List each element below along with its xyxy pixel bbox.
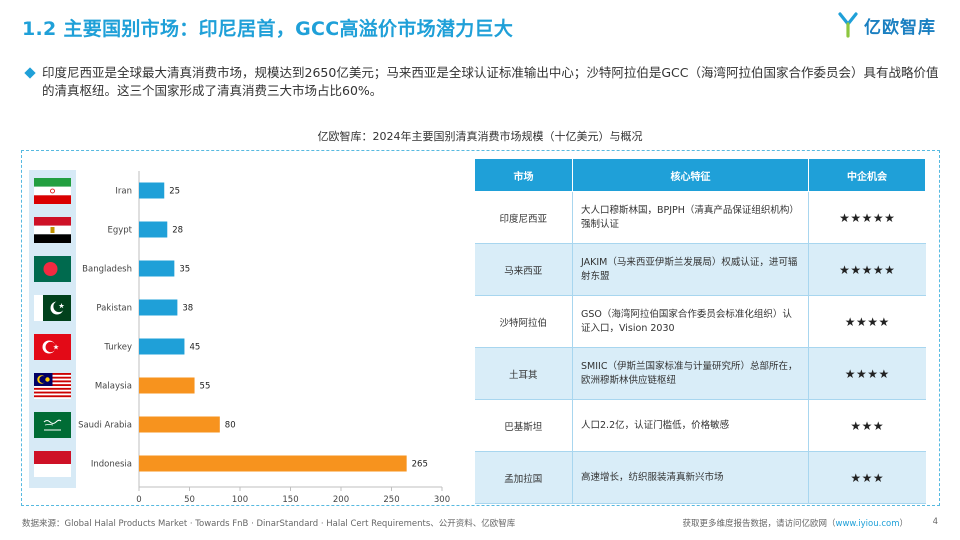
bar-value-label: 45 bbox=[189, 343, 200, 353]
bar bbox=[139, 299, 178, 316]
flag-column bbox=[29, 170, 76, 488]
x-tick-label: 250 bbox=[383, 495, 399, 502]
cell-rating: ★★★★★ bbox=[808, 243, 926, 296]
bar-value-label: 55 bbox=[200, 382, 211, 392]
bar-category-label: Egypt bbox=[107, 226, 132, 236]
x-tick-label: 300 bbox=[434, 495, 450, 502]
table-row: 孟加拉国 高速增长，纺织服装清真新兴市场 ★★★ bbox=[474, 451, 926, 504]
page-number: 4 bbox=[932, 517, 938, 527]
bar bbox=[139, 221, 168, 238]
x-tick-label: 0 bbox=[136, 495, 141, 502]
table-row: 印度尼西亚 大人口穆斯林国，BPJPH（清真产品保证组织机构）强制认证 ★★★★… bbox=[474, 191, 926, 244]
table-row: 沙特阿拉伯 GSO（海湾阿拉伯国家合作委员会标准化组织）认证入口，Vision … bbox=[474, 295, 926, 348]
iran-flag bbox=[34, 178, 71, 204]
page-title: 1.2 主要国别市场：印尼居首，GCC高溢价市场潜力巨大 bbox=[22, 18, 514, 40]
content-frame bbox=[21, 150, 940, 506]
bar-category-label: Malaysia bbox=[95, 382, 132, 392]
table-row: 马来西亚 JAKIM（马来西亚伊斯兰发展局）权威认证，进可辐射东盟 ★★★★★ bbox=[474, 243, 926, 296]
cell-market: 马来西亚 bbox=[474, 243, 573, 296]
bar-category-label: Pakistan bbox=[96, 304, 132, 314]
cell-feature: JAKIM（马来西亚伊斯兰发展局）权威认证，进可辐射东盟 bbox=[572, 243, 809, 296]
cell-feature: 人口2.2亿，认证门槛低，价格敏感 bbox=[572, 399, 809, 452]
cell-market: 孟加拉国 bbox=[474, 451, 573, 504]
intro-bullet: 印度尼西亚是全球最大清真消费市场，规模达到2650亿美元；马来西亚是全球认证标准… bbox=[24, 64, 940, 100]
bar-category-label: Turkey bbox=[103, 343, 132, 353]
cta-suffix: ） bbox=[899, 519, 908, 529]
bar-value-label: 28 bbox=[172, 226, 183, 236]
bar bbox=[139, 260, 175, 277]
header-market: 市场 bbox=[474, 158, 573, 192]
cell-feature: 高速增长，纺织服装清真新兴市场 bbox=[572, 451, 809, 504]
bar-value-label: 265 bbox=[412, 460, 428, 470]
bar-category-label: Bangladesh bbox=[82, 265, 132, 275]
indonesia-flag bbox=[34, 451, 71, 477]
cell-market: 巴基斯坦 bbox=[474, 399, 573, 452]
table-row: 土耳其 SMIIC（伊斯兰国家标准与计量研究所）总部所在，欧洲穆斯林供应链枢纽 … bbox=[474, 347, 926, 400]
malaysia-flag bbox=[34, 373, 71, 399]
bar-category-label: Indonesia bbox=[91, 460, 132, 470]
table-header-row: 市场 核心特征 中企机会 bbox=[474, 158, 926, 192]
cell-market: 土耳其 bbox=[474, 347, 573, 400]
logo-icon bbox=[838, 12, 858, 38]
x-tick-label: 100 bbox=[232, 495, 248, 502]
cell-rating: ★★★★★ bbox=[808, 191, 926, 244]
header-opportunity: 中企机会 bbox=[808, 158, 926, 192]
x-tick-label: 150 bbox=[282, 495, 298, 502]
egypt-flag bbox=[34, 217, 71, 243]
table-row: 巴基斯坦 人口2.2亿，认证门槛低，价格敏感 ★★★ bbox=[474, 399, 926, 452]
bar bbox=[139, 455, 407, 472]
data-source: 数据来源：Global Halal Products Market · Towa… bbox=[22, 519, 516, 529]
chart-title: 亿欧智库：2024年主要国别清真消费市场规模（十亿美元）与概况 bbox=[317, 130, 643, 143]
cell-rating: ★★★★ bbox=[808, 347, 926, 400]
x-tick-label: 200 bbox=[333, 495, 349, 502]
cell-feature: 大人口穆斯林国，BPJPH（清真产品保证组织机构）强制认证 bbox=[572, 191, 809, 244]
x-tick-label: 50 bbox=[184, 495, 195, 502]
bar-category-label: Saudi Arabia bbox=[78, 421, 132, 431]
bar bbox=[139, 338, 185, 355]
logo-text: 亿欧智库 bbox=[864, 17, 936, 38]
cell-rating: ★★★ bbox=[808, 451, 926, 504]
cell-feature: GSO（海湾阿拉伯国家合作委员会标准化组织）认证入口，Vision 2030 bbox=[572, 295, 809, 348]
bar-value-label: 25 bbox=[169, 187, 180, 197]
bangladesh-flag bbox=[34, 256, 71, 282]
cell-market: 印度尼西亚 bbox=[474, 191, 573, 244]
turkey-flag bbox=[34, 334, 71, 360]
cta-prefix: 获取更多维度报告数据，请访问亿欧网（ bbox=[682, 519, 836, 529]
bar bbox=[139, 416, 220, 433]
bar bbox=[139, 182, 165, 199]
bar-value-label: 80 bbox=[225, 421, 236, 431]
intro-text: 印度尼西亚是全球最大清真消费市场，规模达到2650亿美元；马来西亚是全球认证标准… bbox=[42, 65, 939, 98]
market-table: 市场 核心特征 中企机会 印度尼西亚 大人口穆斯林国，BPJPH（清真产品保证组… bbox=[474, 158, 926, 504]
brand-logo: 亿欧智库 bbox=[838, 12, 936, 38]
cell-feature: SMIIC（伊斯兰国家标准与计量研究所）总部所在，欧洲穆斯林供应链枢纽 bbox=[572, 347, 809, 400]
pakistan-flag bbox=[34, 295, 71, 321]
cell-rating: ★★★ bbox=[808, 399, 926, 452]
saudi-arabia-flag bbox=[34, 412, 71, 438]
bar bbox=[139, 377, 195, 394]
website-link[interactable]: www.iyiou.com bbox=[835, 519, 900, 529]
cell-rating: ★★★★ bbox=[808, 295, 926, 348]
bar-chart: Iran 25 Egypt 28 Bangladesh 35 Pakistan 38 Turke… bbox=[78, 171, 450, 502]
header-feature: 核心特征 bbox=[572, 158, 809, 192]
bar-value-label: 38 bbox=[182, 304, 193, 314]
cell-market: 沙特阿拉伯 bbox=[474, 295, 573, 348]
bar-value-label: 35 bbox=[179, 265, 190, 275]
footer-cta: 获取更多维度报告数据，请访问亿欧网（www.iyiou.com） bbox=[682, 517, 908, 529]
bar-category-label: Iran bbox=[115, 187, 132, 197]
